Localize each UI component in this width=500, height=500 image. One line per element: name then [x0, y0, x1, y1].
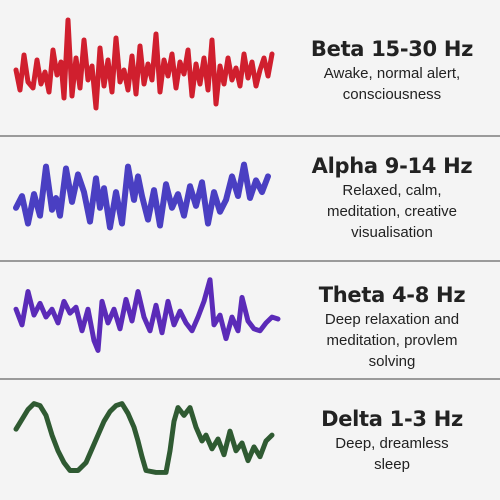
band-description-line: Relaxed, calm, [342, 182, 442, 199]
band-description-line: meditation, provlem [326, 332, 458, 349]
delta-band: Delta 1-3 Hz Deep, dreamless sleep [0, 378, 500, 500]
beta-band: Beta 15-30 Hz Awake, normal alert, consc… [0, 0, 500, 135]
band-description-line: Deep, dreamless [335, 435, 449, 452]
band-title: Delta 1-3 Hz [321, 407, 463, 431]
band-description-line: visualisation [351, 224, 433, 241]
alpha-wave-icon [13, 161, 271, 231]
delta-wave-icon [13, 401, 275, 475]
band-title: Beta 15-30 Hz [310, 37, 474, 61]
theta-band: Theta 4-8 Hz Deep relaxation and meditat… [0, 260, 500, 378]
beta-label: Beta 15-30 Hz Awake, normal alert, consc… [290, 36, 494, 104]
alpha-label: Alpha 9-14 Hz Relaxed, calm, meditation,… [290, 153, 494, 242]
band-description-line: Awake, normal alert, [323, 65, 461, 82]
beta-wave-icon [13, 17, 275, 111]
theta-wave-icon [13, 277, 281, 353]
alpha-band: Alpha 9-14 Hz Relaxed, calm, meditation,… [0, 135, 500, 260]
band-title: Alpha 9-14 Hz [311, 154, 473, 178]
band-title: Theta 4-8 Hz [318, 283, 466, 307]
band-description-line: meditation, creative [326, 203, 458, 220]
band-description-line: sleep [374, 456, 410, 473]
theta-label: Theta 4-8 Hz Deep relaxation and meditat… [290, 282, 494, 371]
band-description-line: Deep relaxation and [324, 311, 460, 328]
band-description-line: solving [368, 353, 416, 370]
band-description-line: consciousness [342, 86, 442, 103]
delta-label: Delta 1-3 Hz Deep, dreamless sleep [290, 406, 494, 474]
